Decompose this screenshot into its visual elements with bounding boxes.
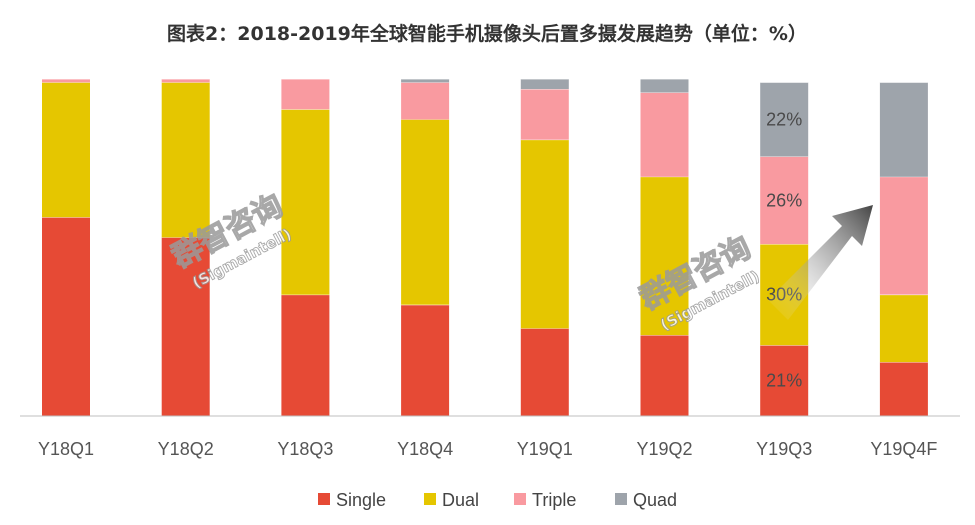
x-tick-label: Y19Q3 <box>756 439 812 459</box>
bar-quad-y19q1 <box>520 79 569 90</box>
legend: Single Dual Triple Quad <box>318 490 677 510</box>
bar-single-y19q1 <box>520 328 569 416</box>
bar-quad-y19q3 <box>760 82 809 157</box>
legend-label-triple: Triple <box>532 490 576 510</box>
bar-triple-y18q2 <box>161 79 210 83</box>
trend-arrow-shape <box>768 205 873 320</box>
bar-dual-y19q2 <box>640 176 689 336</box>
legend-label-quad: Quad <box>633 490 677 510</box>
bar-triple-y18q4 <box>401 82 450 120</box>
bar-dual-y19q1 <box>520 139 569 329</box>
bar-triple-y19q3 <box>760 156 809 245</box>
bar-single-y18q3 <box>281 294 330 416</box>
bar-triple-y18q1 <box>42 79 90 83</box>
bar-dual-y19q4f <box>879 294 928 363</box>
legend-swatch-dual <box>424 493 436 505</box>
bar-dual-y18q1 <box>42 82 90 218</box>
bar-single-y19q2 <box>640 335 689 416</box>
data-label-single: 21% <box>766 371 802 391</box>
bar-single-y19q3 <box>760 345 809 416</box>
bar-triple-y19q2 <box>640 92 689 177</box>
legend-label-dual: Dual <box>442 490 479 510</box>
x-tick-label: Y18Q2 <box>158 439 214 459</box>
bar-dual-y18q2 <box>161 82 210 238</box>
bar-dual-y18q3 <box>281 109 330 295</box>
legend-swatch-triple <box>514 493 526 505</box>
data-label-triple: 26% <box>766 190 802 210</box>
bar-triple-y18q3 <box>281 79 330 110</box>
x-tick-label: Y18Q1 <box>38 439 94 459</box>
x-tick-label: Y19Q2 <box>636 439 692 459</box>
bar-single-y18q1 <box>42 217 90 416</box>
bars-layer <box>42 78 928 416</box>
data-label-quad: 22% <box>766 109 802 129</box>
bar-quad-y18q4 <box>401 79 450 83</box>
x-tick-label: Y19Q4F <box>870 439 937 459</box>
x-axis-ticks: Y18Q1 Y18Q2 Y18Q3 Y18Q4 Y19Q1 Y19Q2 Y19Q3 Y19Q4… <box>38 439 937 459</box>
bar-single-y18q4 <box>401 304 450 416</box>
bar-dual-y18q4 <box>401 119 450 305</box>
legend-swatch-quad <box>615 493 627 505</box>
x-tick-label: Y18Q3 <box>277 439 333 459</box>
chart-title: 图表2：2018-2019年全球智能手机摄像头后置多摄发展趋势（单位：%） <box>167 22 807 45</box>
bar-quad-y19q4f <box>879 82 928 177</box>
bar-single-y18q2 <box>161 237 210 416</box>
bar-triple-y19q4f <box>879 176 928 295</box>
bar-quad-y19q2 <box>640 79 689 93</box>
bar-single-y19q4f <box>879 362 928 416</box>
trend-arrow <box>768 205 873 320</box>
x-tick-label: Y19Q1 <box>517 439 573 459</box>
legend-swatch-single <box>318 493 330 505</box>
legend-label-single: Single <box>336 490 386 510</box>
x-tick-label: Y18Q4 <box>397 439 453 459</box>
bar-triple-y19q1 <box>520 89 569 140</box>
